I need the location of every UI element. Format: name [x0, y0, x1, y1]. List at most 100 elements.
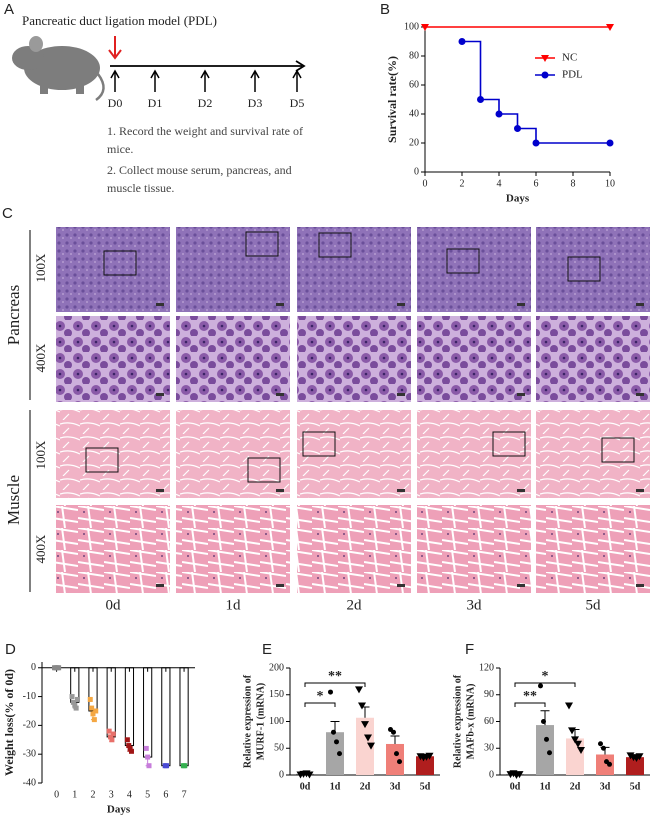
scale-bar	[276, 393, 284, 396]
marker	[532, 139, 540, 147]
x-tick-label: 0	[54, 789, 59, 800]
marker	[547, 750, 552, 756]
x-tick-label: 3d	[390, 781, 401, 792]
marker	[477, 96, 484, 103]
y-tick-label: 100	[269, 716, 284, 727]
legend-label: NC	[562, 52, 577, 64]
day-arrow-head	[150, 69, 160, 79]
panel-letter: F	[465, 641, 474, 658]
marker	[394, 751, 399, 757]
marker	[358, 702, 366, 710]
marker	[337, 751, 342, 757]
marker	[361, 721, 369, 729]
marker	[544, 736, 549, 742]
scale-bar	[636, 584, 644, 587]
marker	[367, 742, 375, 750]
bar	[566, 738, 584, 775]
bar	[386, 743, 404, 775]
y-tick-label: 30	[484, 743, 494, 754]
panel-a-title: Pancreatic duct ligation model (PDL)	[22, 13, 217, 28]
x-tick-label: 5d	[420, 781, 431, 792]
histology-image	[297, 316, 411, 402]
y-tick-label: 150	[269, 689, 284, 700]
histology-image	[176, 410, 290, 498]
histology-image	[297, 227, 411, 312]
bar	[596, 754, 614, 775]
bar	[161, 667, 171, 767]
y-tick-label: 120	[479, 662, 494, 673]
scale-bar	[156, 489, 164, 492]
zoom-box	[567, 256, 601, 282]
marker	[164, 763, 170, 769]
marker	[143, 745, 149, 751]
y-tick-label: 0	[31, 662, 36, 673]
significance-label: **	[523, 689, 537, 704]
note: 1. Record the weight and survival rate o…	[107, 124, 303, 156]
histology-image	[176, 227, 290, 312]
y-tick-label: -20	[23, 720, 36, 731]
magnification-label: 400X	[33, 343, 48, 373]
marker	[127, 745, 133, 751]
marker	[606, 24, 614, 31]
marker	[73, 705, 79, 711]
scale-bar	[156, 393, 164, 396]
x-tick-label: 1d	[330, 781, 341, 792]
histology-image	[417, 410, 531, 498]
y-tick-label: 90	[484, 689, 494, 700]
marker	[458, 38, 466, 45]
marker	[72, 702, 78, 708]
marker	[146, 763, 152, 769]
x-tick-label: 5d	[630, 781, 641, 792]
day-label: D5	[290, 96, 305, 110]
bar	[124, 667, 135, 747]
timepoint-label: 2d	[347, 597, 363, 613]
x-axis-label: Days	[107, 804, 131, 816]
legend-label: PDL	[562, 69, 583, 81]
marker	[331, 729, 336, 735]
bar	[106, 667, 116, 738]
x-axis-label: Days	[506, 193, 530, 205]
note: 2. Collect mouse serum, pancreas, and mu…	[107, 163, 292, 195]
x-tick-label: 0d	[510, 781, 521, 792]
x-tick-label: 1	[72, 789, 77, 800]
marker	[601, 745, 606, 751]
scale-bar	[517, 393, 525, 396]
y-tick-label: 60	[409, 79, 419, 90]
marker	[397, 759, 402, 765]
significance-bracket	[304, 682, 366, 687]
marker	[635, 753, 644, 761]
x-tick-label: 7	[182, 789, 187, 800]
marker	[574, 740, 582, 748]
marker	[124, 737, 130, 743]
y-tick-label: 60	[484, 716, 494, 727]
error-bar	[390, 735, 400, 744]
y-tick-label: 0	[489, 769, 494, 780]
bar	[626, 757, 644, 775]
scale-bar	[636, 393, 644, 396]
zoom-box	[247, 457, 281, 483]
x-tick-label: 4	[497, 178, 502, 189]
y-tick-label: -40	[23, 777, 36, 788]
marker	[355, 686, 363, 694]
x-tick-label: 2	[460, 178, 465, 189]
day-arrow-head	[250, 69, 260, 79]
significance-bracket	[304, 702, 336, 707]
start-arrow-head	[108, 49, 122, 60]
marker	[328, 689, 333, 695]
marker	[364, 734, 372, 742]
zoom-box	[601, 437, 635, 463]
y-axis-label: Survival rate(%)	[385, 56, 399, 143]
mouse-icon	[12, 36, 105, 102]
histology-image	[536, 316, 650, 402]
marker	[541, 719, 546, 724]
scale-bar	[276, 303, 284, 306]
day-label: D2	[198, 96, 213, 110]
panel-letter: C	[2, 205, 13, 222]
day-markers: D0 D1 D2 D3 D5	[108, 69, 305, 110]
y-tick-label: 80	[409, 50, 419, 61]
x-tick-label: 2d	[360, 781, 371, 792]
tissue-label: Muscle	[4, 475, 23, 525]
x-tick-label: 8	[571, 178, 576, 189]
marker	[93, 708, 99, 714]
y-tick-label: 0	[414, 166, 419, 177]
